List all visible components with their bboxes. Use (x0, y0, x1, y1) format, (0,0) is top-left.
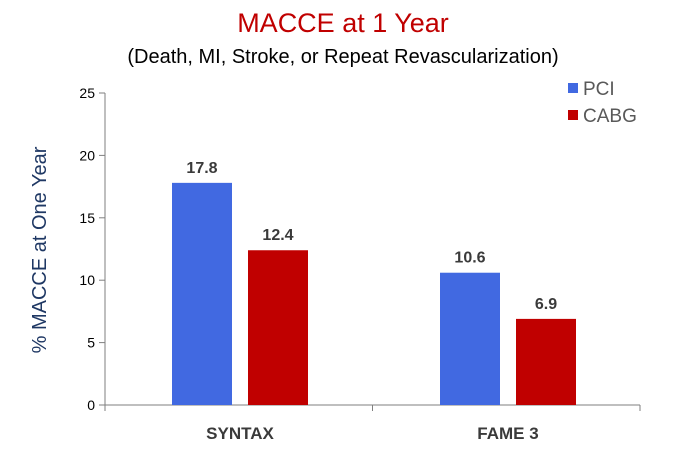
data-labels: 17.8 12.4 10.6 6.9 (186, 160, 557, 313)
y-tick-label: 15 (79, 210, 95, 226)
y-axis: 0 5 10 15 20 25 (79, 85, 106, 413)
legend-swatch-pci (568, 83, 578, 93)
legend-swatch-cabg (568, 110, 578, 120)
data-label: 10.6 (454, 250, 485, 267)
data-label: 6.9 (535, 296, 557, 313)
y-tick-label: 10 (79, 272, 95, 288)
data-label: 17.8 (186, 160, 217, 177)
data-label: 12.4 (262, 227, 293, 244)
y-tick-label: 20 (79, 147, 95, 163)
bars (172, 182, 576, 405)
y-axis-title: % MACCE at One Year (29, 146, 51, 353)
y-tick-label: 0 (87, 397, 95, 413)
legend: PCI CABG (568, 79, 637, 127)
chart-subtitle: (Death, MI, Stroke, or Repeat Revascular… (127, 46, 559, 68)
bar-pci-syntax (172, 182, 232, 405)
chart-title: MACCE at 1 Year (237, 8, 449, 38)
bar-cabg-syntax (248, 250, 308, 405)
y-tick-label: 25 (79, 85, 95, 101)
bar-pci-fame-3 (440, 272, 500, 405)
legend-label-pci: PCI (583, 79, 615, 100)
legend-label-cabg: CABG (583, 106, 637, 127)
bar-cabg-fame-3 (516, 318, 576, 405)
y-tick-label: 5 (87, 335, 95, 351)
x-category-label: SYNTAX (206, 424, 274, 443)
x-axis: SYNTAX FAME 3 (104, 404, 641, 443)
x-category-label: FAME 3 (477, 424, 538, 443)
